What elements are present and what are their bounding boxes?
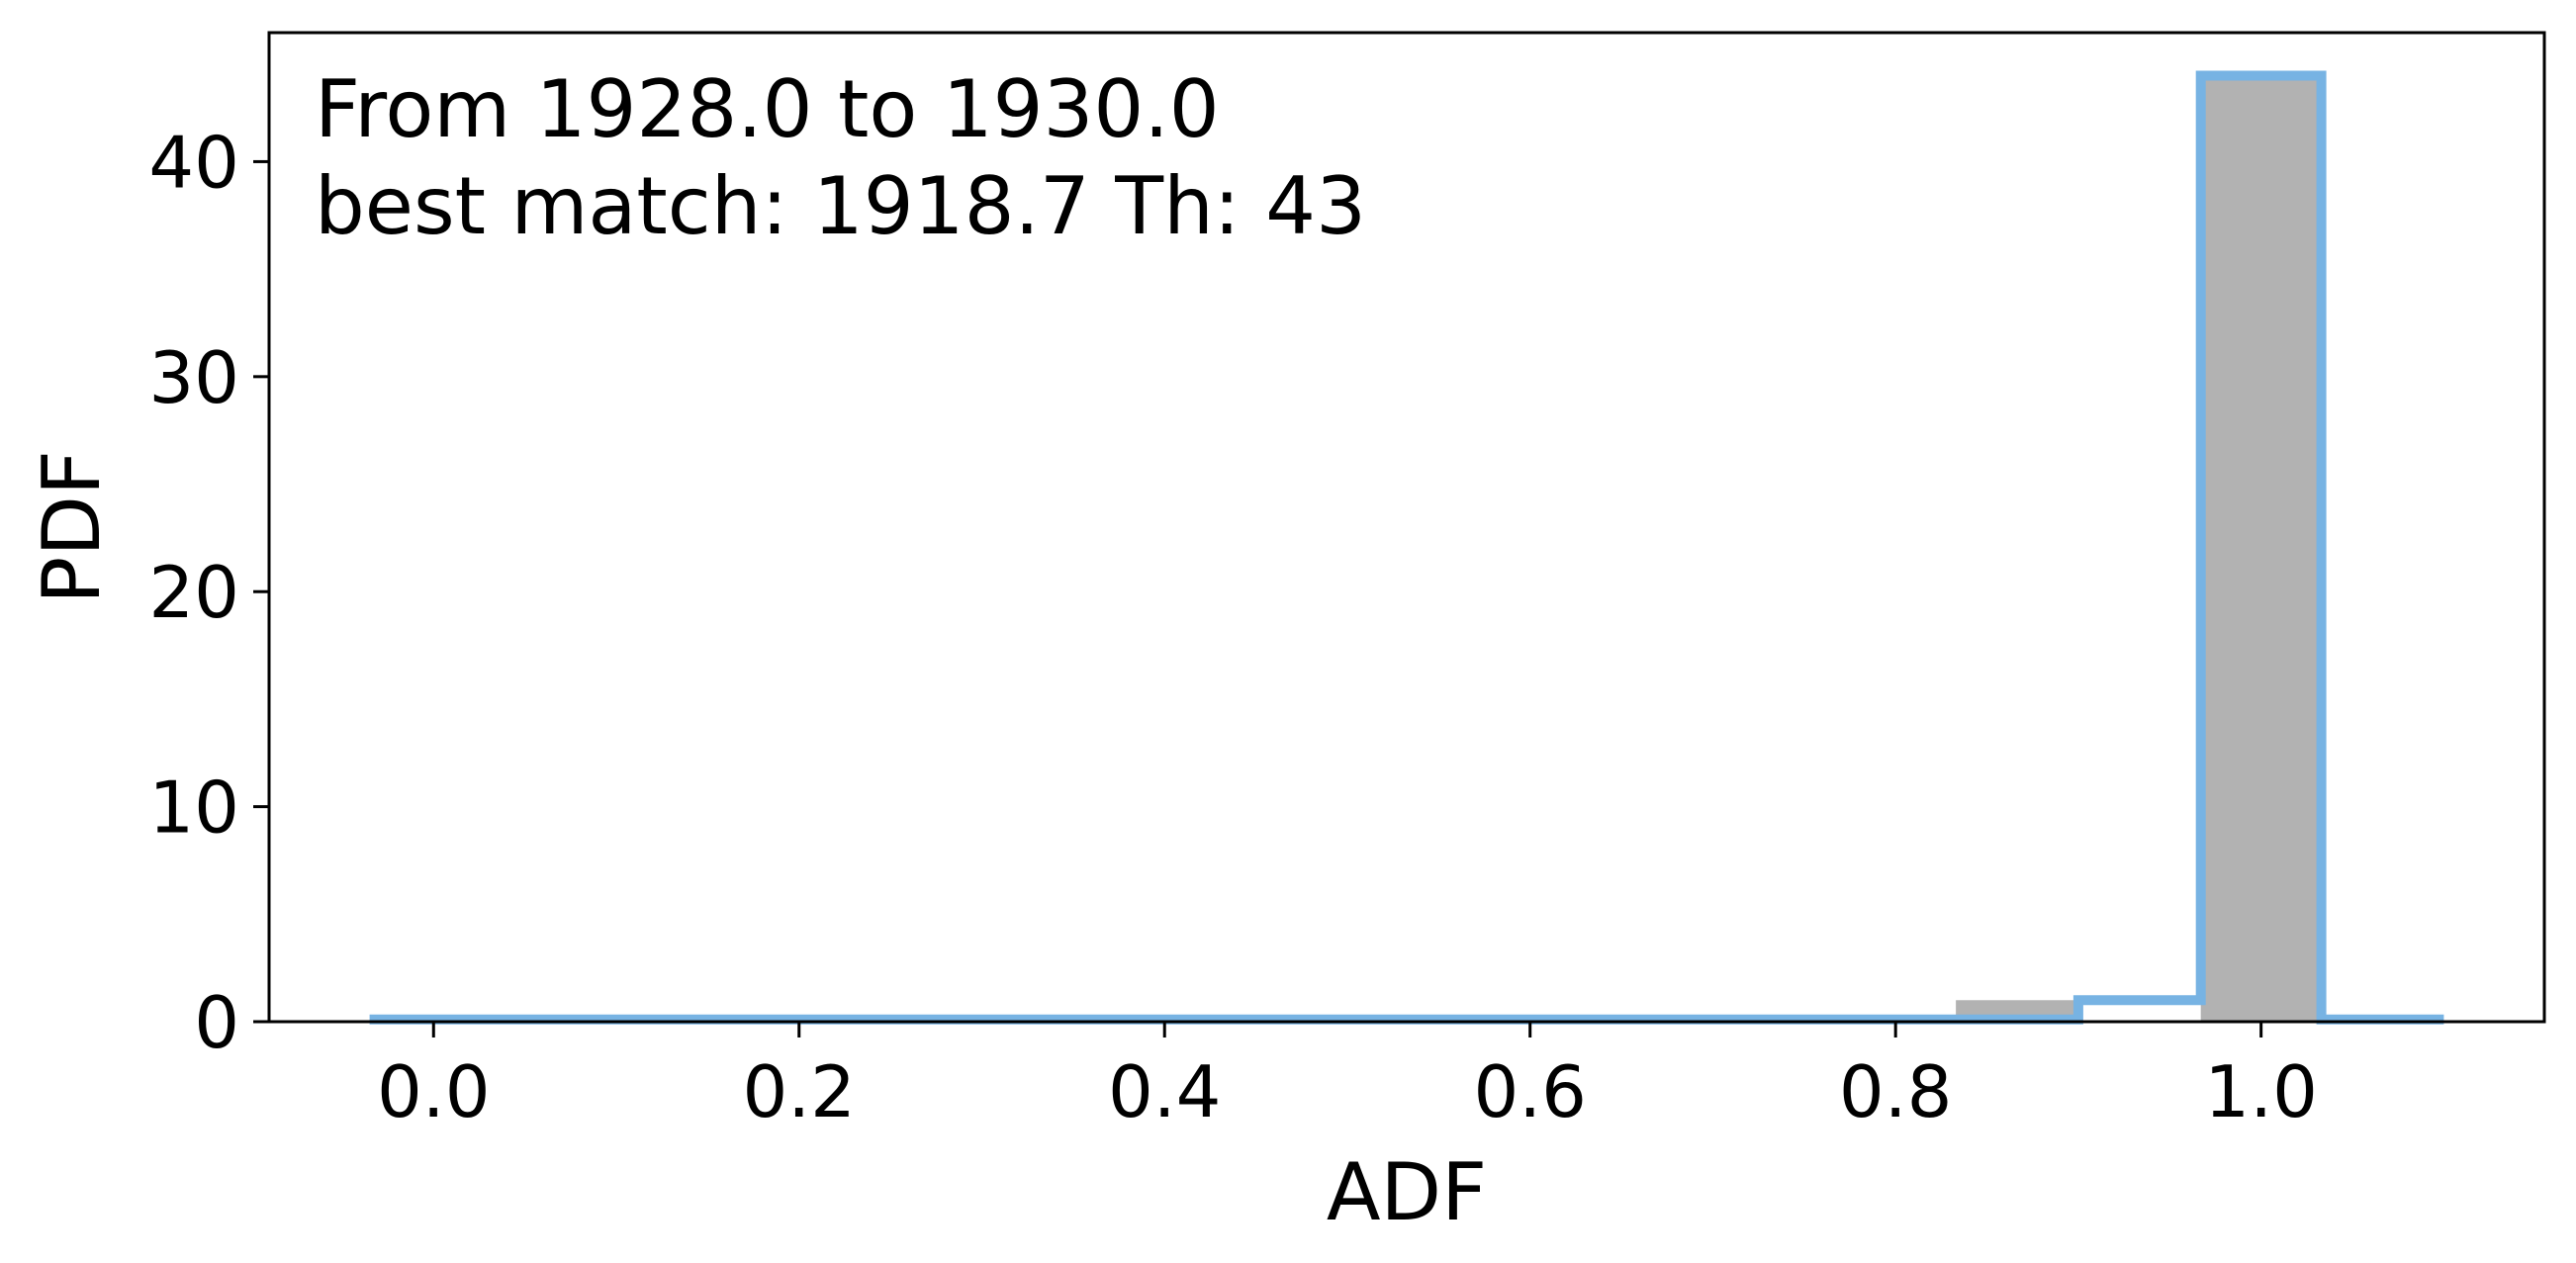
x-axis: 0.0 0.2 0.4 0.6 0.8 1.0: [377, 1022, 2318, 1133]
step-layer: [369, 70, 2444, 1025]
plot-frame: [267, 31, 2546, 1024]
annotation-line-2: best match: 1918.7 Th: 43: [315, 160, 1366, 252]
y-tick-label: 10: [148, 767, 239, 850]
annotation-line-1: From 1928.0 to 1930.0: [315, 63, 1220, 155]
step-series-line: [369, 70, 2444, 1025]
x-tick-label: 0.8: [1839, 1050, 1953, 1133]
bars-layer: [1956, 79, 2322, 1022]
y-axis-title: PDF: [26, 450, 118, 604]
y-tick-label: 40: [148, 121, 239, 204]
y-tick-label: 30: [148, 336, 239, 419]
x-tick-label: 1.0: [2204, 1050, 2318, 1133]
histogram-bar-1: [2200, 79, 2322, 1022]
y-tick-label: 0: [194, 981, 239, 1064]
x-tick-label: 0.4: [1108, 1050, 1222, 1133]
y-axis: 0 10 20 30 40: [148, 121, 269, 1064]
x-axis-title: ADF: [1327, 1146, 1487, 1238]
x-tick-label: 0.2: [742, 1050, 856, 1133]
x-tick-label: 0.6: [1473, 1050, 1587, 1133]
y-tick-label: 20: [148, 551, 239, 634]
x-tick-label: 0.0: [377, 1050, 491, 1133]
